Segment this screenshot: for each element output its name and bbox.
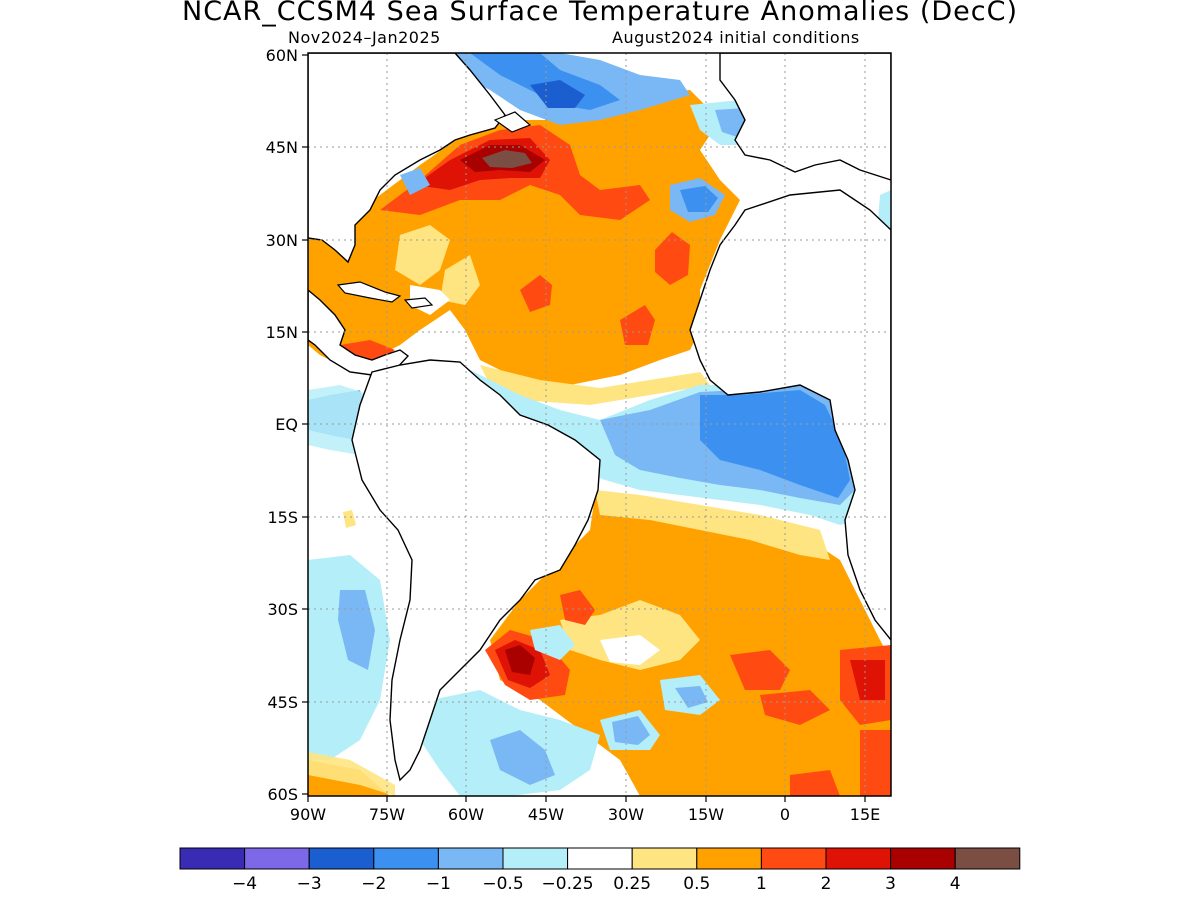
initial-conditions: August2024 initial conditions [612,28,860,47]
colorbar-swatch [760,847,827,870]
map-gridlines [308,53,891,796]
lat-label: 60S [267,785,298,804]
colorbar-label: 3 [885,874,896,894]
colorbar-label: −4 [232,874,257,894]
north-atlantic-warm-region [308,90,740,385]
lat-label: 15N [266,323,298,342]
colorbar-swatch [502,847,569,870]
colorbar-label: 0.25 [613,874,651,894]
lat-label: 60N [266,46,298,65]
colorbar-label: −2 [361,874,386,894]
colorbar-swatch [308,847,375,870]
colorbar-label: −3 [297,874,322,894]
colorbar-swatch [890,847,956,870]
anomaly-field [308,53,891,796]
colorbar-label: −0.5 [482,874,523,894]
colorbar-label: 4 [950,874,961,894]
lon-label: 60W [448,805,484,824]
colorbar-swatch [567,847,633,870]
colorbar-swatch [696,847,762,870]
lat-label: 45S [267,693,298,712]
north-america-land [308,53,506,264]
lat-label: 45N [266,138,298,157]
colorbar-swatch [631,847,698,870]
lon-label: 45W [528,805,564,824]
colorbar-label: 2 [821,874,832,894]
lon-label: 75W [369,805,405,824]
colorbar-label: −1 [426,874,451,894]
lon-label: 15W [688,805,724,824]
caribbean-islands [336,281,402,303]
central-america-land [308,289,410,376]
map-title: NCAR_CCSM4 Sea Surface Temperature Anoma… [182,0,1018,27]
colorbar-swatch [954,847,1021,870]
colorbar-label: 0.5 [683,874,710,894]
africa-land [689,189,891,642]
colorbar-swatch [437,847,504,870]
lon-label: 90W [290,805,326,824]
lat-label: 15S [267,508,298,527]
lon-label: 15E [850,805,880,824]
lon-label: 0 [780,805,790,824]
colorbar: −4 −3 −2 −1 −0.5 −0.25 0.25 0.5 1 2 3 4 [179,847,1021,894]
colorbar-swatch [373,847,439,870]
forecast-period: Nov2024–Jan2025 [288,28,441,47]
colorbar-swatch [825,847,892,870]
colorbar-swatch [244,847,310,870]
colorbar-swatch [179,847,246,870]
south-america-land [351,359,601,782]
lat-label: 30N [266,231,298,250]
lon-label: 30W [608,805,644,824]
colorbar-label: 1 [756,874,767,894]
lat-label: EQ [275,415,298,434]
lat-label: 30S [267,600,298,619]
europe-land [719,53,891,181]
colorbar-label: −0.25 [542,874,594,894]
